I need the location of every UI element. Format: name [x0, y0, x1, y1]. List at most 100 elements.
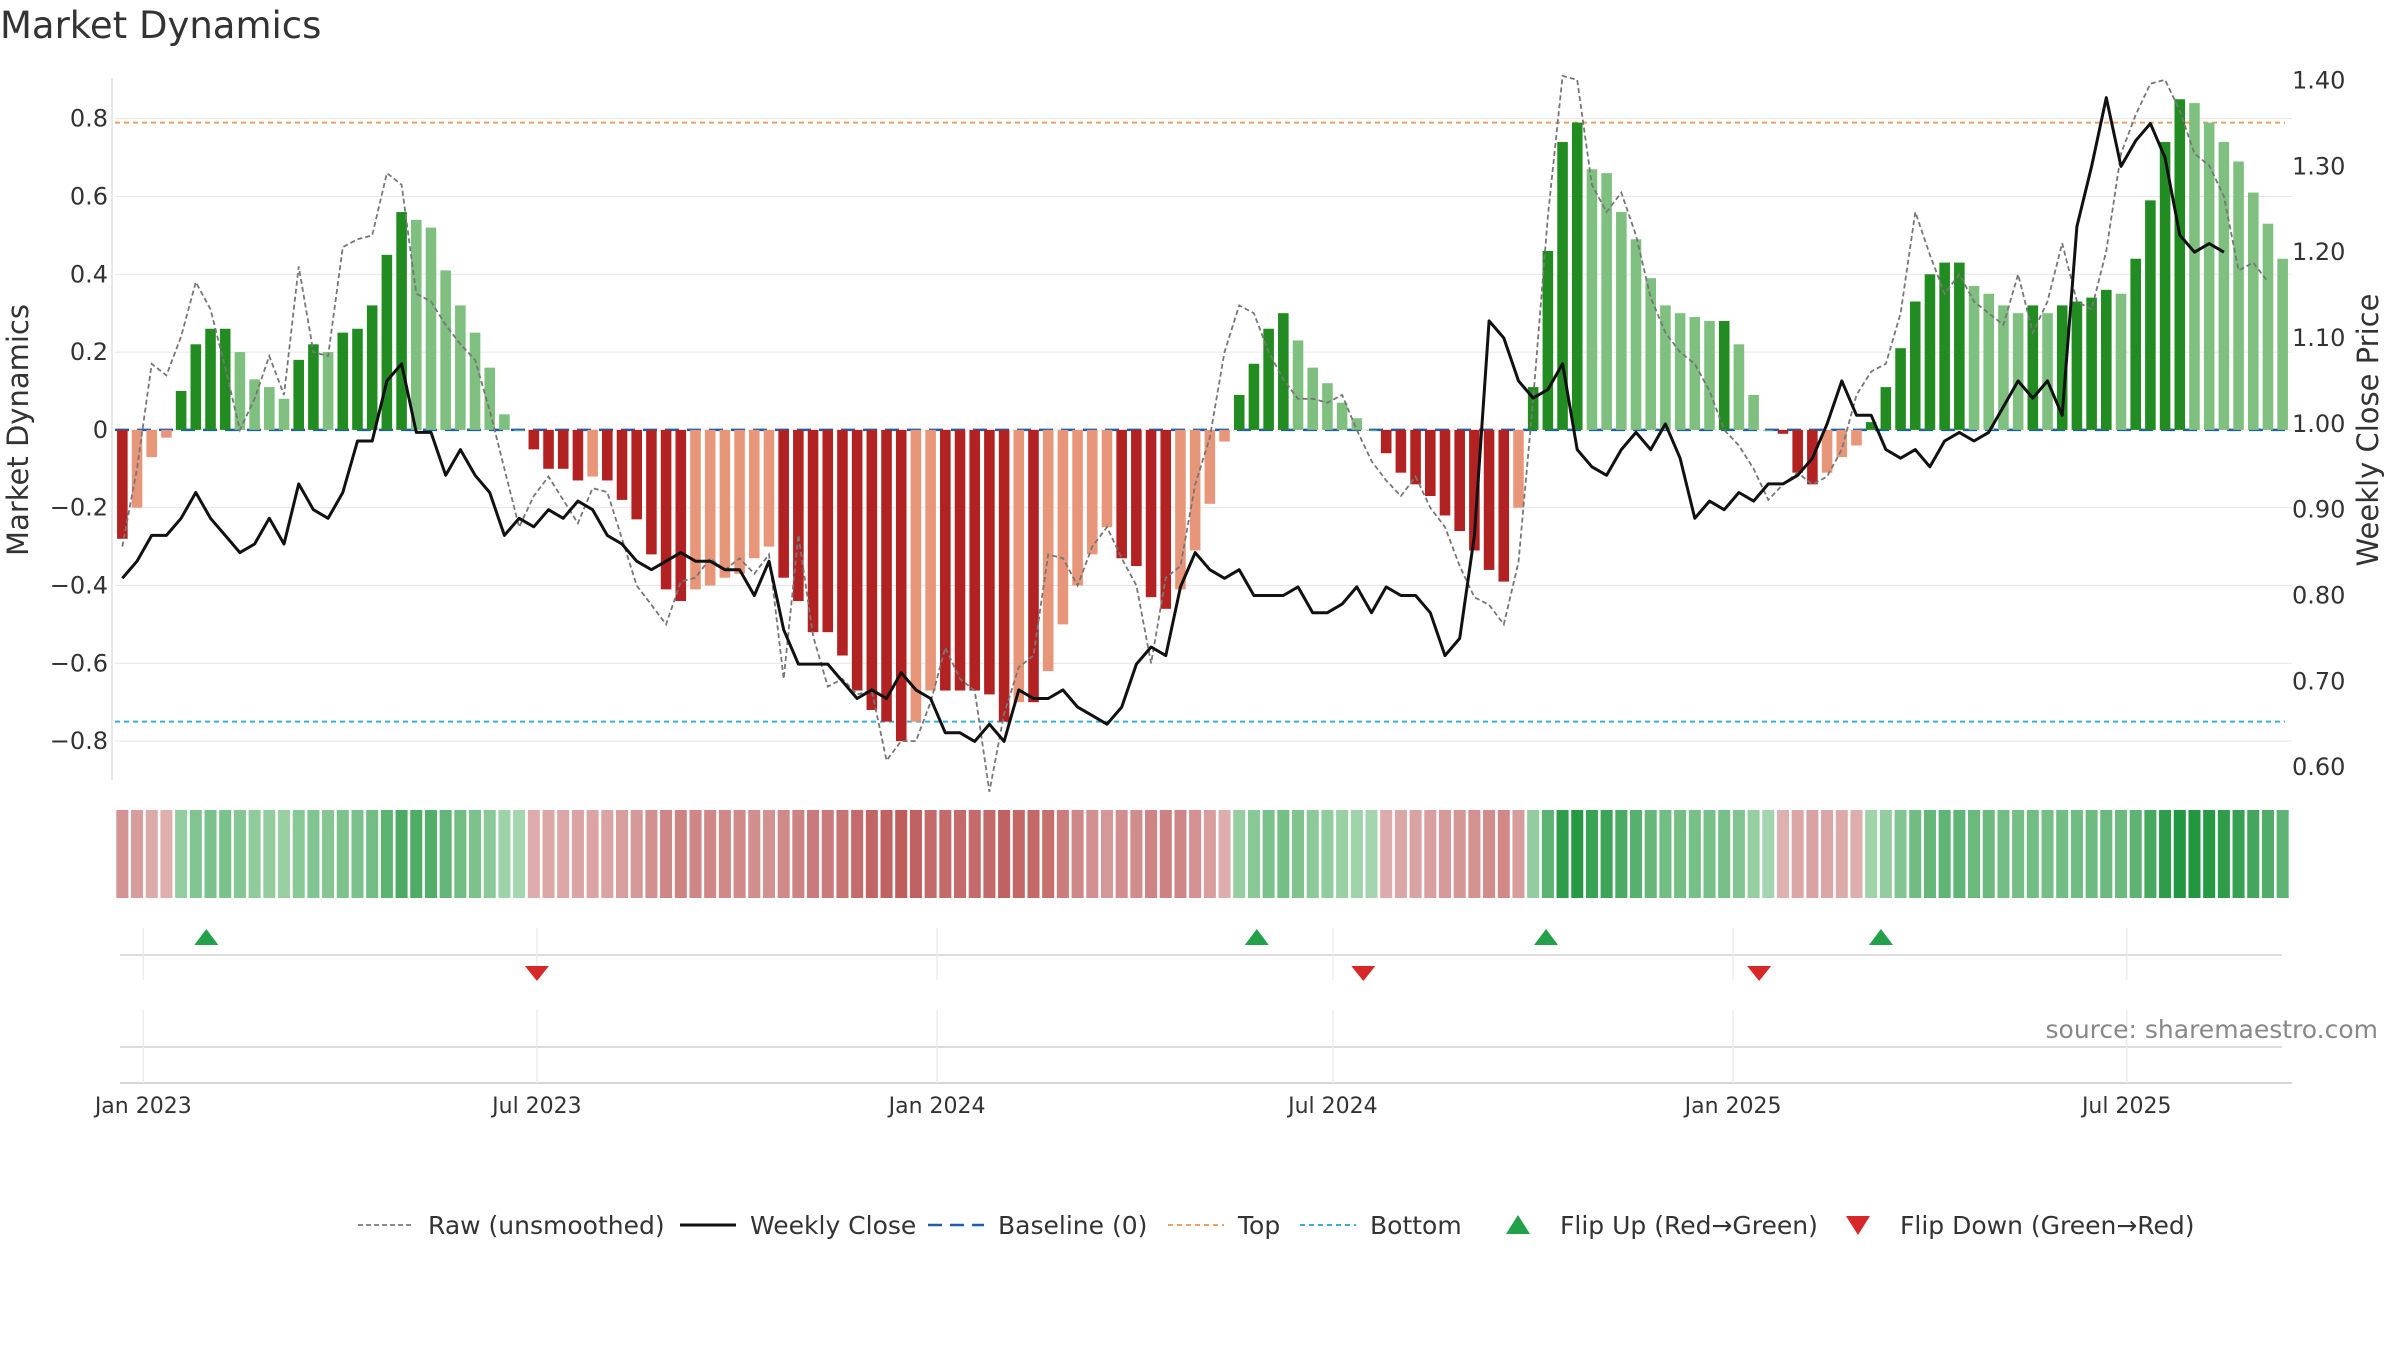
dynamics-bar	[616, 429, 628, 500]
dynamics-bar	[1292, 340, 1304, 430]
heat-cell	[1394, 810, 1407, 898]
heat-cell	[880, 810, 893, 898]
heat-cell	[1982, 810, 1995, 898]
dynamics-bar	[2247, 192, 2259, 430]
x-tick-label: Jan 2025	[1683, 1094, 1782, 1119]
dynamics-bar	[205, 328, 216, 430]
dynamics-bar	[455, 305, 466, 430]
heat-cell	[1247, 810, 1260, 898]
heat-cell	[2129, 810, 2142, 898]
heat-cell	[1321, 810, 1334, 898]
heat-cell	[1086, 810, 1099, 898]
heat-cell	[1585, 810, 1598, 898]
dynamics-bar	[1983, 293, 1995, 430]
weekly-close-line	[121, 96, 2225, 743]
dynamics-bar	[396, 212, 407, 430]
dynamics-bar	[763, 429, 775, 547]
heat-cell	[366, 810, 379, 898]
source-credit: source: sharemaestro.com	[2046, 1015, 2379, 1044]
x-tick-label: Jul 2025	[2080, 1094, 2172, 1119]
dynamics-bar	[1278, 313, 1289, 430]
heat-cell	[821, 810, 834, 898]
y2-axis-label: Weekly Close Price	[2351, 294, 2385, 567]
dynamics-bar	[1924, 274, 1936, 430]
dynamics-bar	[219, 328, 231, 430]
heat-cell	[1291, 810, 1305, 898]
dynamics-bar	[2071, 301, 2083, 430]
y2-tick-label: 1.00	[2292, 410, 2345, 438]
heat-cell	[1380, 810, 1393, 898]
x-tick-label: Jan 2024	[887, 1094, 986, 1119]
dynamics-bar	[117, 429, 128, 539]
heat-cell	[2085, 810, 2098, 898]
heat-cell	[1644, 810, 1657, 898]
dynamics-bar	[1836, 429, 1848, 458]
heat-cell	[998, 810, 1011, 898]
dynamics-bar	[1968, 285, 1980, 430]
dynamics-bar	[881, 429, 892, 722]
dynamics-bar	[807, 429, 819, 633]
dynamics-bar	[748, 429, 760, 559]
dynamics-bar	[984, 429, 995, 695]
dynamics-bar	[1189, 429, 1201, 551]
heat-cell	[2100, 810, 2113, 898]
heat-cell	[1997, 810, 2010, 898]
dynamics-bar	[1645, 278, 1657, 430]
heat-cell	[233, 810, 246, 898]
dynamics-bar	[778, 429, 789, 578]
heat-cell	[1365, 810, 1378, 898]
dynamics-bar	[528, 429, 540, 450]
dynamics-bar	[293, 359, 304, 430]
heat-cell	[1806, 810, 1819, 898]
dynamics-bar	[1013, 429, 1025, 703]
heat-cell	[924, 810, 937, 898]
dynamics-bar	[190, 344, 202, 430]
dynamics-bar	[1895, 348, 1906, 430]
heat-cell	[762, 810, 775, 898]
heat-cell	[439, 810, 452, 898]
heat-cell	[674, 810, 687, 898]
heat-cell	[145, 810, 158, 898]
heat-cell	[1306, 810, 1319, 898]
legend-label: Top	[1237, 1211, 1280, 1240]
y2-tick-label: 1.20	[2292, 238, 2345, 266]
dynamics-bar	[484, 367, 496, 430]
dynamics-bar	[469, 332, 481, 430]
y-tick-label: 0.6	[70, 182, 108, 210]
legend-item: Raw (unsmoothed)	[358, 1211, 665, 1240]
x-tick-label: Jul 2023	[490, 1094, 582, 1119]
flip-up-marker	[1868, 929, 1893, 945]
dynamics-bar	[1351, 418, 1363, 430]
legend-item: Top	[1168, 1211, 1280, 1240]
legend-swatch	[1846, 1216, 1870, 1235]
dynamics-bar	[704, 429, 716, 586]
x-tick-label: Jul 2024	[1286, 1094, 1378, 1119]
heat-cell	[248, 810, 261, 898]
dynamics-bar	[1042, 429, 1054, 672]
flip-down-marker	[1747, 966, 1772, 981]
heat-cell	[2026, 810, 2039, 898]
heat-cell	[175, 810, 188, 898]
heat-cell	[1909, 810, 1922, 898]
y2-tick-label: 0.80	[2292, 581, 2345, 609]
heat-cell	[1468, 810, 1481, 898]
legend-label: Flip Up (Red→Green)	[1560, 1211, 1818, 1240]
y-axis-right: 1.40 1.30 1.20 1.10 1.00 0.90 0.80 0.70 0.60	[2292, 67, 2345, 782]
heat-cell	[807, 810, 820, 898]
heat-cell	[307, 810, 320, 898]
heat-cell	[2114, 810, 2128, 898]
dynamics-bar	[910, 429, 922, 722]
dynamics-bar	[851, 429, 863, 691]
dynamics-bar	[278, 398, 290, 430]
heat-cell	[1718, 810, 1731, 898]
dynamics-bar	[1263, 328, 1274, 430]
heat-cell	[1012, 810, 1025, 898]
raw-series-line	[121, 74, 2269, 792]
dynamics-bar	[1542, 250, 1554, 430]
heat-cell	[1438, 810, 1452, 898]
dynamics-bar	[675, 429, 687, 602]
dynamics-bar	[2218, 142, 2230, 430]
y-tick-label: 0.8	[70, 105, 108, 133]
heat-cell	[953, 810, 967, 898]
y-axis-label: Market Dynamics	[1, 304, 35, 556]
